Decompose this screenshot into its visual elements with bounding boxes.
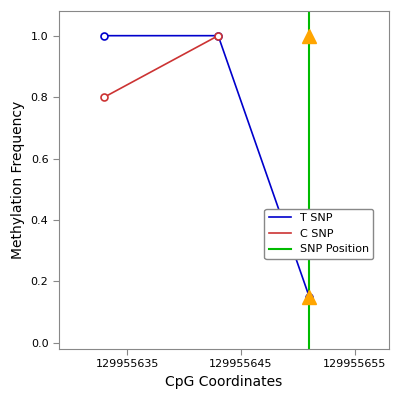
Y-axis label: Methylation Frequency: Methylation Frequency (11, 101, 25, 259)
X-axis label: CpG Coordinates: CpG Coordinates (165, 375, 282, 389)
Legend: T SNP, C SNP, SNP Position: T SNP, C SNP, SNP Position (264, 209, 374, 259)
